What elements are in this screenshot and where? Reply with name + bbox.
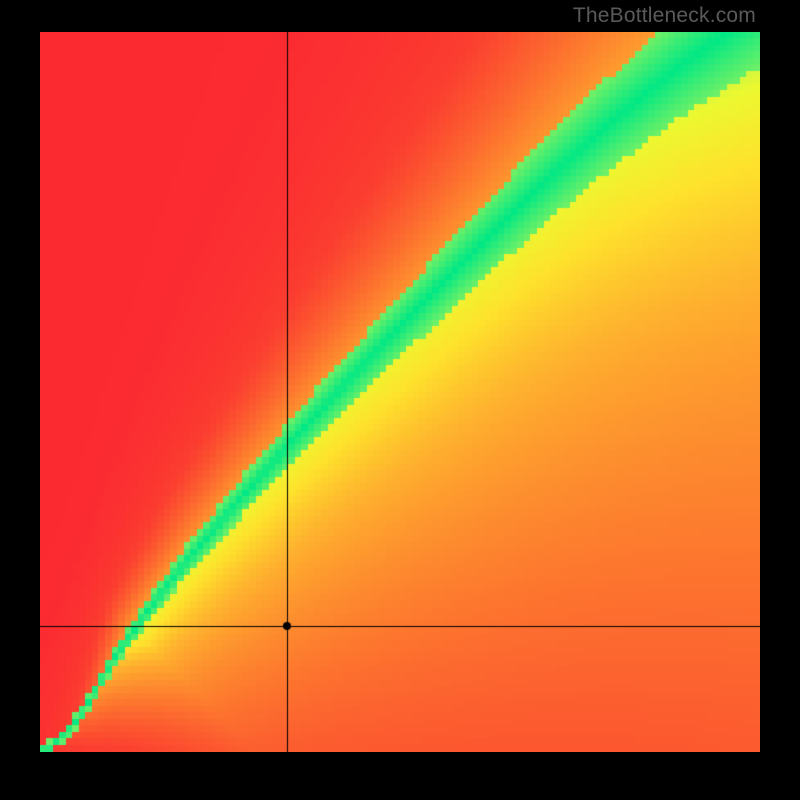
bottleneck-heatmap [40,32,760,752]
watermark-text: TheBottleneck.com [573,4,756,28]
plot-area [40,32,760,752]
chart-frame: TheBottleneck.com [0,0,800,800]
